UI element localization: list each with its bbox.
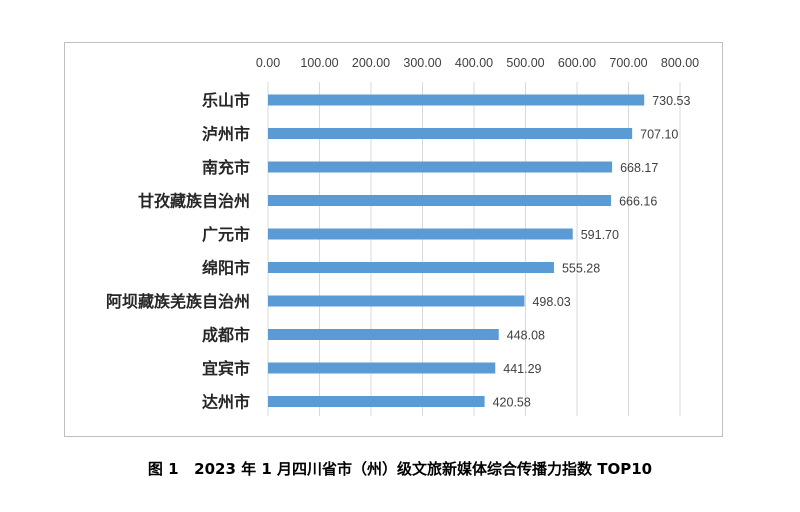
category-label: 南充市 bbox=[202, 158, 250, 177]
category-label: 宜宾市 bbox=[202, 359, 250, 378]
category-label: 达州市 bbox=[202, 393, 250, 412]
bar bbox=[268, 228, 573, 240]
bar bbox=[268, 396, 485, 407]
category-label: 绵阳市 bbox=[202, 259, 250, 278]
data-label: 668.17 bbox=[620, 161, 658, 175]
category-label: 泸州市 bbox=[202, 125, 250, 144]
bar bbox=[268, 295, 525, 307]
bar bbox=[268, 195, 612, 206]
x-tick-label: 200.00 bbox=[352, 56, 390, 70]
data-label: 707.10 bbox=[640, 128, 678, 142]
data-label: 555.28 bbox=[562, 262, 600, 276]
data-label: 441.29 bbox=[503, 362, 541, 376]
category-label: 阿坝藏族羌族自治州 bbox=[106, 292, 250, 311]
x-tick-label: 0.00 bbox=[256, 56, 280, 70]
data-label: 666.16 bbox=[619, 195, 657, 209]
x-tick-label: 400.00 bbox=[455, 56, 493, 70]
data-label: 730.53 bbox=[652, 94, 690, 108]
x-tick-label: 300.00 bbox=[403, 56, 441, 70]
data-labels: 730.53 707.10 668.17 666.16 591.70 555.28 498.… bbox=[493, 94, 691, 410]
figure-caption: 图 1 2023 年 1 月四川省市（州）级文旅新媒体综合传播力指数 TOP10 bbox=[147, 460, 653, 478]
x-tick-label: 800.00 bbox=[661, 56, 699, 70]
data-label: 498.03 bbox=[532, 295, 570, 309]
category-label: 甘孜藏族自治州 bbox=[138, 192, 250, 211]
x-tick-label: 500.00 bbox=[506, 56, 544, 70]
category-label: 成都市 bbox=[202, 326, 250, 345]
bar bbox=[268, 94, 645, 106]
bar bbox=[268, 362, 496, 374]
data-label: 420.58 bbox=[493, 396, 531, 410]
category-label: 广元市 bbox=[202, 225, 250, 244]
x-tick-label: 100.00 bbox=[300, 56, 338, 70]
x-tick-label: 600.00 bbox=[558, 56, 596, 70]
x-axis-ticks: 0.00 100.00 200.00 300.00 400.00 500.00 600.00… bbox=[256, 56, 699, 70]
data-label: 448.08 bbox=[507, 329, 545, 343]
bars bbox=[268, 94, 645, 407]
x-tick-label: 700.00 bbox=[609, 56, 647, 70]
data-label: 591.70 bbox=[581, 228, 619, 242]
category-label: 乐山市 bbox=[202, 91, 250, 110]
bar bbox=[268, 161, 613, 173]
bar bbox=[268, 262, 554, 273]
bar bbox=[268, 128, 633, 139]
bar bbox=[268, 329, 499, 340]
